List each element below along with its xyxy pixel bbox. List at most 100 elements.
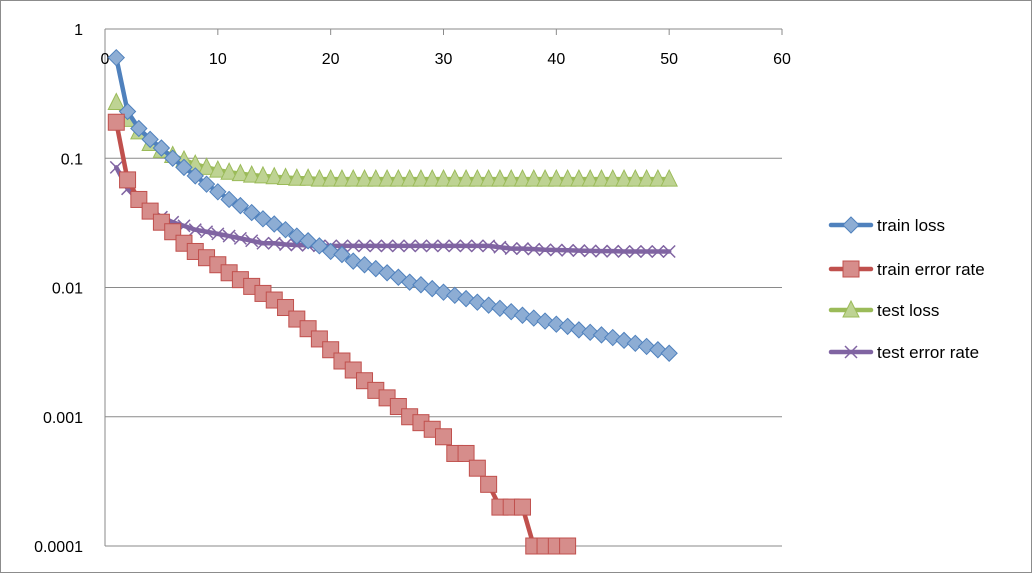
- data-point: [651, 244, 665, 259]
- data-point: [570, 168, 588, 187]
- data-point: [637, 168, 656, 187]
- data-point: [389, 168, 408, 187]
- data-point: [242, 165, 261, 183]
- data-point: [536, 168, 554, 187]
- data-point: [346, 239, 360, 253]
- data-point: [583, 244, 597, 258]
- data-point: [209, 183, 227, 201]
- data-point: [279, 238, 293, 252]
- data-point: [109, 160, 123, 174]
- y-tick-label: 0.001: [43, 410, 83, 427]
- x-tick-label: 40: [547, 51, 565, 68]
- legend-swatch-marker: [842, 299, 860, 318]
- x-tick-label: 60: [773, 51, 791, 68]
- data-point: [527, 242, 541, 256]
- data-point: [592, 168, 611, 187]
- data-point: [480, 475, 498, 493]
- data-point: [468, 168, 487, 187]
- data-point: [660, 168, 678, 187]
- data-point: [403, 239, 417, 253]
- series-layer: [107, 48, 678, 555]
- data-point: [197, 157, 216, 175]
- data-point: [333, 168, 351, 187]
- x-tick-label: 20: [322, 51, 340, 68]
- data-point: [581, 323, 599, 342]
- data-point: [570, 321, 588, 339]
- legend-swatch-marker: [842, 260, 860, 278]
- data-point: [502, 168, 521, 187]
- data-point: [299, 168, 317, 186]
- data-point: [615, 168, 633, 187]
- data-point: [209, 159, 227, 178]
- x-tick-label: 0: [101, 51, 110, 68]
- data-point: [603, 168, 622, 187]
- data-point: [435, 428, 452, 446]
- legend-label: test error rate: [877, 343, 979, 362]
- data-point: [660, 344, 678, 362]
- data-point: [391, 239, 405, 253]
- data-point: [468, 459, 486, 477]
- data-point: [436, 239, 451, 253]
- y-tick-label: 1: [74, 22, 83, 39]
- data-point: [265, 166, 284, 185]
- data-point: [581, 168, 599, 187]
- data-point: [222, 229, 236, 243]
- data-point: [559, 537, 577, 555]
- data-point: [470, 239, 484, 253]
- data-point: [448, 239, 462, 253]
- data-point: [175, 158, 193, 177]
- data-point: [276, 220, 295, 239]
- x-tick-label: 50: [660, 51, 678, 68]
- data-point: [513, 168, 532, 187]
- data-point: [400, 168, 419, 187]
- data-point: [491, 168, 509, 187]
- data-point: [513, 498, 531, 516]
- data-point: [459, 239, 473, 253]
- data-point: [233, 231, 247, 245]
- data-point: [662, 244, 676, 259]
- legend-label: test loss: [877, 301, 939, 320]
- data-point: [267, 236, 281, 250]
- data-point: [231, 196, 250, 215]
- data-point: [515, 242, 530, 256]
- x-tick-label: 30: [435, 51, 453, 68]
- data-point: [594, 244, 608, 258]
- data-point: [547, 168, 566, 187]
- data-point: [572, 244, 586, 258]
- data-point: [628, 244, 642, 259]
- data-point: [606, 244, 620, 258]
- x-tick-label: 10: [209, 51, 227, 68]
- data-point: [434, 168, 453, 187]
- data-point: [107, 48, 125, 67]
- legend-label: train loss: [877, 216, 945, 235]
- data-point: [538, 243, 552, 257]
- data-point: [549, 243, 563, 257]
- data-point: [242, 203, 261, 222]
- data-point: [640, 244, 654, 259]
- data-point: [265, 215, 283, 233]
- legend-swatch-marker: [842, 216, 860, 234]
- data-point: [152, 139, 171, 157]
- data-point: [220, 190, 238, 209]
- legend-item: test loss: [828, 299, 939, 320]
- series-train-error-rate: [107, 113, 577, 555]
- data-point: [310, 168, 329, 187]
- data-point: [200, 225, 214, 239]
- series-train-loss: [107, 48, 678, 362]
- axis-layer: 1 0.1 0.01 0.001 0.0001 0 10 20 30 40 50 60: [34, 22, 791, 556]
- y-tick-label: 0.1: [61, 151, 83, 168]
- y-tick-label: 0.0001: [34, 539, 83, 556]
- data-point: [254, 165, 272, 184]
- data-point: [288, 168, 306, 186]
- data-point: [211, 227, 225, 241]
- y-tick-label: 0.01: [52, 281, 83, 298]
- legend-swatch-marker: [844, 345, 858, 359]
- data-point: [130, 119, 148, 138]
- data-point: [626, 168, 645, 187]
- data-point: [504, 242, 518, 256]
- data-point: [321, 168, 340, 187]
- data-point: [186, 167, 204, 185]
- data-point: [457, 168, 475, 187]
- data-point: [547, 315, 566, 333]
